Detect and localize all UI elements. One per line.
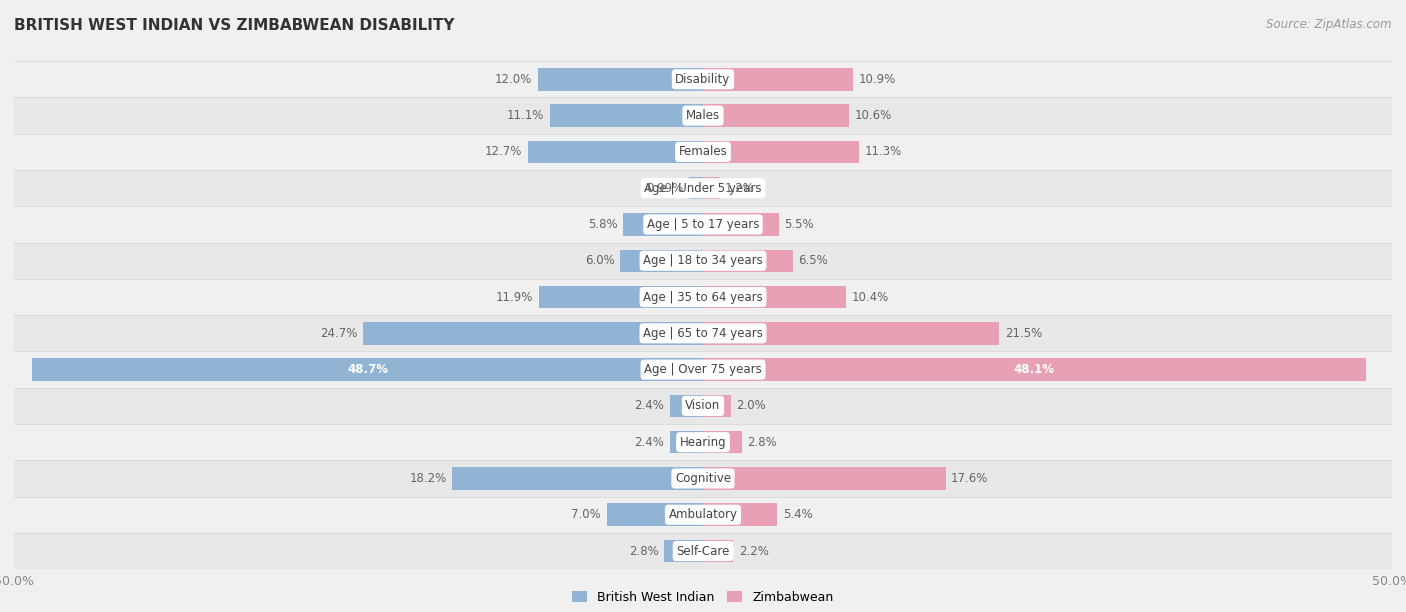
Text: Age | 35 to 64 years: Age | 35 to 64 years [643,291,763,304]
Text: 48.1%: 48.1% [1014,363,1054,376]
Text: 10.6%: 10.6% [855,109,891,122]
Text: BRITISH WEST INDIAN VS ZIMBABWEAN DISABILITY: BRITISH WEST INDIAN VS ZIMBABWEAN DISABI… [14,18,454,34]
Text: 17.6%: 17.6% [950,472,988,485]
Bar [703,395,731,417]
Text: 6.5%: 6.5% [799,254,828,267]
Bar [703,286,846,308]
Bar [363,322,703,345]
Text: Females: Females [679,146,727,159]
Text: Self-Care: Self-Care [676,545,730,558]
Bar [623,213,703,236]
Bar [606,504,703,526]
Bar [703,177,720,200]
Text: Disability: Disability [675,73,731,86]
Bar [14,61,1392,97]
Text: 10.9%: 10.9% [859,73,896,86]
Text: 6.0%: 6.0% [585,254,614,267]
Bar [550,105,703,127]
Text: Ambulatory: Ambulatory [668,508,738,521]
Text: 2.2%: 2.2% [738,545,769,558]
Bar [703,431,741,453]
Bar [703,105,849,127]
Text: Age | 18 to 34 years: Age | 18 to 34 years [643,254,763,267]
Bar [537,68,703,91]
Text: 12.7%: 12.7% [485,146,523,159]
Text: 18.2%: 18.2% [409,472,447,485]
Bar [703,540,734,562]
Bar [538,286,703,308]
Bar [703,504,778,526]
Bar [14,388,1392,424]
Bar [669,395,703,417]
Text: Age | 5 to 17 years: Age | 5 to 17 years [647,218,759,231]
Text: 11.9%: 11.9% [496,291,533,304]
Text: 2.8%: 2.8% [747,436,778,449]
Text: Cognitive: Cognitive [675,472,731,485]
Text: 5.5%: 5.5% [785,218,814,231]
Bar [14,315,1392,351]
Text: 1.2%: 1.2% [725,182,755,195]
Bar [703,68,853,91]
Bar [14,424,1392,460]
Bar [14,496,1392,533]
Text: 5.4%: 5.4% [783,508,813,521]
Bar [14,460,1392,496]
Text: 7.0%: 7.0% [571,508,600,521]
Bar [14,242,1392,279]
Bar [669,431,703,453]
Bar [703,467,945,490]
Text: 0.99%: 0.99% [647,182,683,195]
Text: 10.4%: 10.4% [852,291,889,304]
Bar [703,359,1365,381]
Text: Vision: Vision [685,400,721,412]
Bar [703,141,859,163]
Bar [703,322,1000,345]
Text: 2.8%: 2.8% [628,545,659,558]
Bar [14,97,1392,134]
Bar [689,177,703,200]
Bar [14,533,1392,569]
Bar [453,467,703,490]
Text: 5.8%: 5.8% [588,218,617,231]
Text: 2.4%: 2.4% [634,436,665,449]
Text: Age | Over 75 years: Age | Over 75 years [644,363,762,376]
Bar [14,279,1392,315]
Bar [14,134,1392,170]
Text: 2.4%: 2.4% [634,400,665,412]
Text: 48.7%: 48.7% [347,363,388,376]
Bar [14,170,1392,206]
Text: Age | 65 to 74 years: Age | 65 to 74 years [643,327,763,340]
Text: Males: Males [686,109,720,122]
Text: 11.3%: 11.3% [865,146,901,159]
Bar [703,250,793,272]
Legend: British West Indian, Zimbabwean: British West Indian, Zimbabwean [568,586,838,608]
Text: 12.0%: 12.0% [495,73,531,86]
Bar [665,540,703,562]
Text: Source: ZipAtlas.com: Source: ZipAtlas.com [1267,18,1392,31]
Bar [703,213,779,236]
Text: Hearing: Hearing [679,436,727,449]
Bar [529,141,703,163]
Text: 11.1%: 11.1% [508,109,544,122]
Bar [32,359,703,381]
Bar [14,351,1392,388]
Text: 2.0%: 2.0% [737,400,766,412]
Text: 21.5%: 21.5% [1005,327,1042,340]
Bar [14,206,1392,242]
Text: 24.7%: 24.7% [319,327,357,340]
Bar [620,250,703,272]
Text: Age | Under 5 years: Age | Under 5 years [644,182,762,195]
